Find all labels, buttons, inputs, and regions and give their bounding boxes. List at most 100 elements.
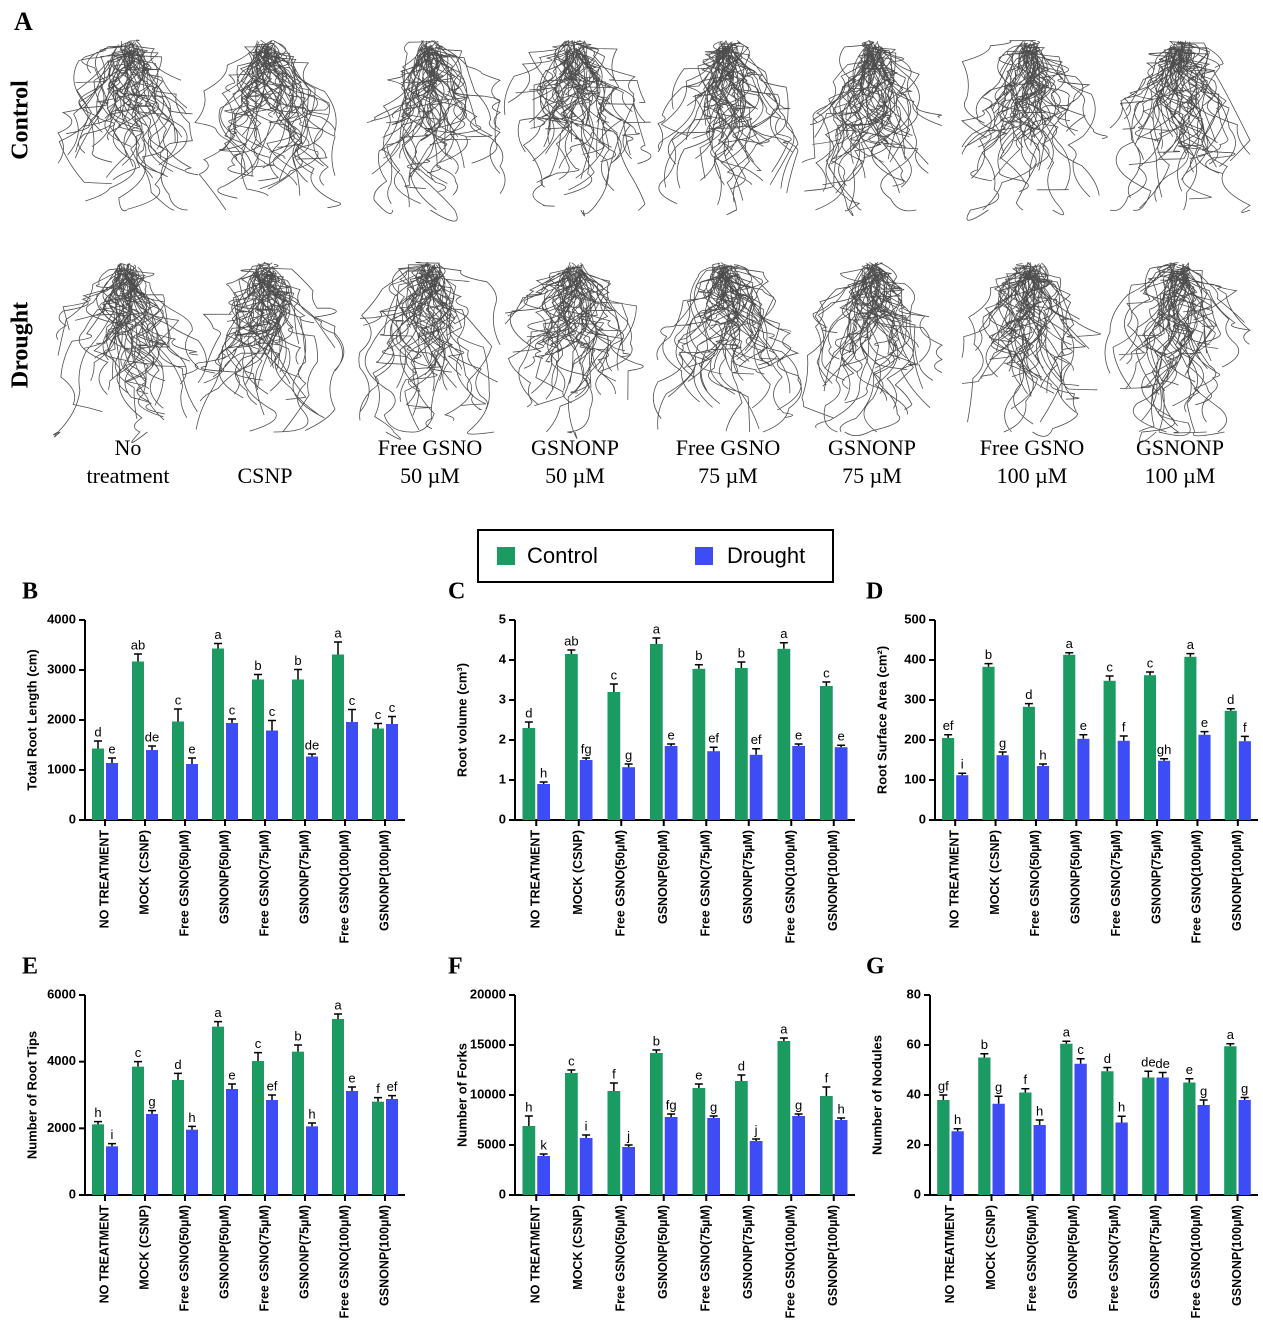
x-tick-label: Free GSNO(50µM) [1025,1205,1039,1312]
y-tick-label: 0 [919,811,926,826]
bar [820,1096,833,1195]
bar [792,1116,805,1195]
x-tick-label: MOCK (CSNP) [984,1205,998,1290]
significance-letter: b [738,645,745,660]
x-tick-label: GSNONP(50µM) [1069,830,1083,924]
bar [1184,657,1196,820]
x-tick-label: GSNONP(50µM) [1066,1205,1080,1299]
bar [226,1089,238,1195]
significance-letter: f [1024,1072,1028,1087]
significance-letter: a [214,627,222,642]
treatment-label: CSNP [237,463,292,488]
x-tick-label: Free GSNO(50µM) [177,1205,191,1312]
y-tick-label: 60 [907,1036,921,1051]
x-tick-label: GSNONP(100µM) [826,1205,840,1306]
bar [622,767,635,820]
bar [1239,1100,1251,1195]
bar [792,746,805,820]
y-axis-title: Root Surface Area (cm²) [874,646,889,794]
significance-letter: b [981,1037,988,1052]
significance-letter: b [294,653,301,668]
x-tick-label: GSNONP(50µM) [217,1205,231,1299]
significance-letter: c [823,665,830,680]
significance-letter: e [348,1070,355,1085]
significance-letter: h [1036,1103,1043,1118]
significance-letter: c [229,702,236,717]
significance-letter: a [334,625,342,640]
bar [1075,1064,1087,1195]
significance-letter: c [349,693,356,708]
x-tick-label: GSNONP(75µM) [297,830,311,924]
legend-label: Drought [727,543,805,568]
bar [186,764,198,820]
bar [1157,1078,1169,1196]
bar [707,751,720,820]
bar [1034,1125,1046,1195]
bar [212,649,224,821]
bar [1225,711,1237,820]
bar [306,757,318,821]
bar [937,1100,949,1195]
bar [978,1058,990,1196]
x-tick-label: Free GSNO(50µM) [614,1205,628,1312]
significance-letter: i [111,1127,114,1142]
significance-letter: e [1201,715,1208,730]
bar [1239,741,1251,820]
y-tick-label: 5000 [477,1136,506,1151]
row-label: Drought [8,302,34,388]
significance-letter: ef [751,732,762,747]
significance-letter: de [145,729,159,744]
significance-letter: b [294,1028,301,1043]
significance-letter: ef [387,1079,398,1094]
bar [346,722,358,820]
bar [778,649,791,820]
y-tick-label: 0 [914,1186,921,1201]
significance-letter: g [710,1099,717,1114]
significance-letter: c [255,1036,262,1051]
bar [1142,1078,1154,1196]
x-tick-label: Free GSNO(75µM) [257,1205,271,1312]
significance-letter: c [389,700,396,715]
bar [565,654,578,820]
x-tick-label: Free GSNO(50µM) [614,830,628,937]
panel-label: B [22,579,38,605]
bar [172,1080,184,1195]
significance-letter: e [668,727,675,742]
significance-letter: de [1155,1056,1169,1071]
significance-letter: e [1080,718,1087,733]
figure: A ControlDroughtNotreatmentCSNPFree GSNO… [0,0,1263,1339]
treatment-label: No [115,435,142,460]
y-tick-label: 1 [499,771,506,786]
panel-label: D [866,579,883,605]
significance-letter: a [780,626,788,641]
x-tick-label: GSNONP(75µM) [1148,1205,1162,1299]
x-tick-label: GSNONP(100µM) [826,830,840,931]
x-tick-label: Free GSNO(100µM) [337,830,351,943]
bar [132,662,144,821]
treatment-label: 75 µM [842,463,902,488]
legend-swatch [497,547,515,565]
bar [1158,761,1170,820]
significance-letter: g [625,747,632,762]
bar [693,1088,706,1195]
bar [537,784,550,820]
significance-letter: ef [267,1078,278,1093]
significance-letter: b [695,648,702,663]
bar [186,1130,198,1195]
significance-letter: g [1241,1081,1248,1096]
bar [252,680,264,821]
y-axis-title: Number of Nodules [869,1035,884,1155]
significance-letter: c [1147,655,1154,670]
bar [956,775,968,820]
significance-letter: c [1106,659,1113,674]
x-tick-label: MOCK (CSNP) [571,830,585,915]
bar [306,1126,318,1195]
significance-letter: e [695,1067,702,1082]
treatment-label: Free GSNO [980,435,1085,460]
bar [650,1053,663,1195]
y-tick-label: 20 [907,1136,921,1151]
x-tick-label: NO TREATMENT [529,830,543,929]
panel-label: C [448,579,465,605]
y-tick-label: 400 [904,651,926,666]
x-tick-label: Free GSNO(100µM) [784,1205,798,1318]
